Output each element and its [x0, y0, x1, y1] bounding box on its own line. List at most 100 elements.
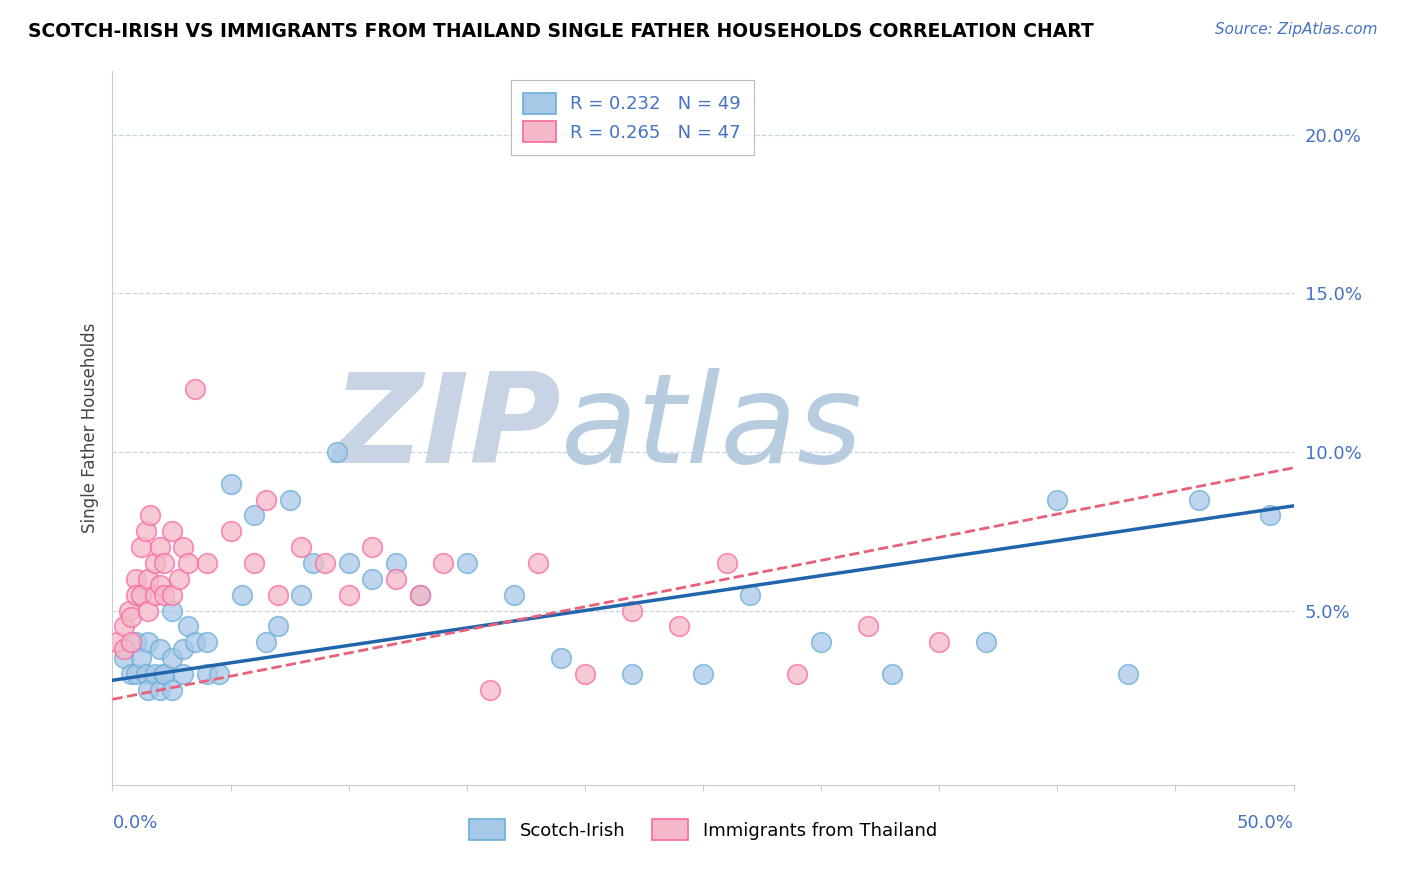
Legend: Scotch-Irish, Immigrants from Thailand: Scotch-Irish, Immigrants from Thailand [461, 812, 945, 847]
Point [160, 651, 183, 665]
Point [160, 524, 183, 539]
Point [129, 588, 152, 602]
Point [149, 682, 172, 697]
Point [290, 540, 312, 554]
Point [153, 588, 176, 602]
Point [149, 641, 172, 656]
Point [290, 588, 312, 602]
Point [184, 382, 207, 396]
Point [143, 667, 166, 681]
Point [267, 588, 290, 602]
Point [786, 667, 808, 681]
Point [136, 682, 159, 697]
Point [740, 588, 762, 602]
Point [105, 635, 128, 649]
Point [219, 476, 242, 491]
Point [125, 635, 148, 649]
Point [129, 540, 152, 554]
Point [136, 603, 159, 617]
Point [810, 635, 832, 649]
Point [278, 492, 301, 507]
Point [302, 556, 325, 570]
Point [858, 619, 880, 633]
Point [143, 556, 166, 570]
Point [120, 667, 142, 681]
Point [668, 619, 690, 633]
Point [716, 556, 738, 570]
Point [219, 524, 242, 539]
Point [456, 556, 478, 570]
Point [385, 556, 408, 570]
Point [153, 556, 176, 570]
Point [1116, 667, 1139, 681]
Point [129, 651, 152, 665]
Point [177, 556, 200, 570]
Point [574, 667, 596, 681]
Point [195, 635, 218, 649]
Point [1046, 492, 1069, 507]
Text: 50.0%: 50.0% [1237, 814, 1294, 831]
Point [136, 635, 159, 649]
Point [550, 651, 572, 665]
Point [184, 635, 207, 649]
Text: atlas: atlas [561, 368, 863, 489]
Point [177, 619, 200, 633]
Point [526, 556, 548, 570]
Point [385, 572, 408, 586]
Point [160, 588, 183, 602]
Point [167, 572, 190, 586]
Point [112, 651, 135, 665]
Point [254, 635, 277, 649]
Point [254, 492, 277, 507]
Point [314, 556, 336, 570]
Point [267, 619, 290, 633]
Point [1188, 492, 1211, 507]
Point [160, 682, 183, 697]
Point [118, 603, 141, 617]
Point [135, 524, 157, 539]
Point [337, 588, 360, 602]
Point [149, 540, 172, 554]
Text: 0.0%: 0.0% [112, 814, 157, 831]
Y-axis label: Single Father Households: Single Father Households [80, 323, 98, 533]
Point [621, 603, 644, 617]
Point [243, 556, 266, 570]
Point [976, 635, 998, 649]
Point [153, 667, 176, 681]
Point [172, 667, 194, 681]
Point [503, 588, 526, 602]
Point [880, 667, 903, 681]
Point [408, 588, 430, 602]
Point [621, 667, 644, 681]
Point [120, 610, 142, 624]
Point [139, 508, 162, 523]
Point [1258, 508, 1281, 523]
Point [112, 641, 135, 656]
Point [135, 667, 157, 681]
Point [195, 556, 218, 570]
Point [125, 572, 148, 586]
Point [361, 572, 384, 586]
Point [408, 588, 430, 602]
Point [112, 619, 135, 633]
Point [125, 667, 148, 681]
Point [243, 508, 266, 523]
Point [136, 572, 159, 586]
Point [149, 578, 172, 592]
Point [120, 635, 142, 649]
Point [143, 588, 166, 602]
Point [195, 667, 218, 681]
Point [160, 603, 183, 617]
Point [172, 641, 194, 656]
Point [231, 588, 253, 602]
Point [432, 556, 454, 570]
Point [326, 445, 349, 459]
Point [337, 556, 360, 570]
Point [208, 667, 231, 681]
Point [928, 635, 950, 649]
Point [692, 667, 714, 681]
Point [479, 682, 502, 697]
Text: Source: ZipAtlas.com: Source: ZipAtlas.com [1215, 22, 1378, 37]
Text: ZIP: ZIP [333, 368, 561, 489]
Point [153, 667, 176, 681]
